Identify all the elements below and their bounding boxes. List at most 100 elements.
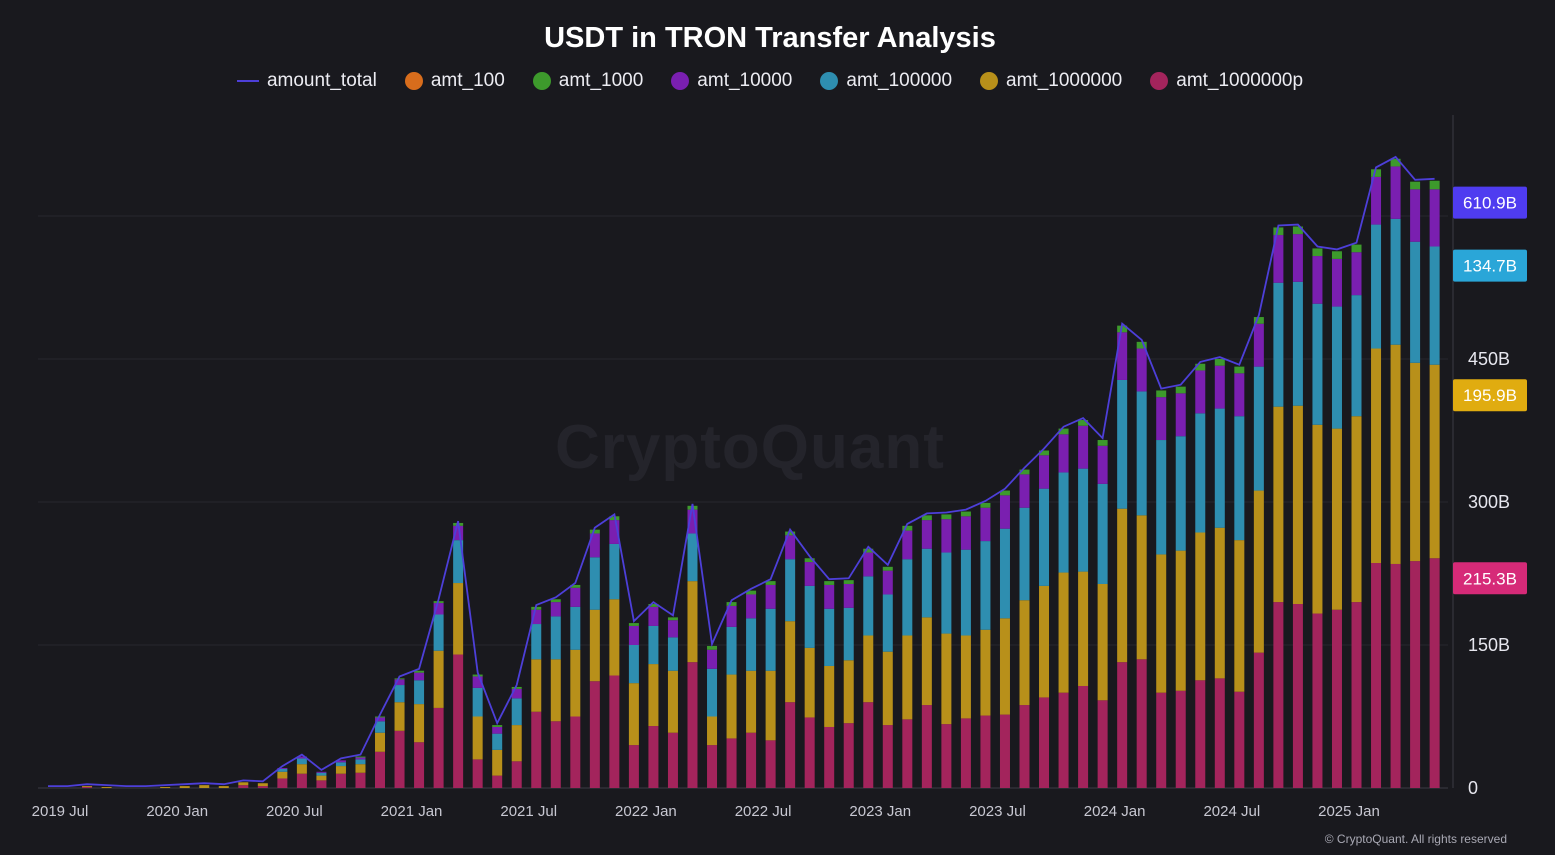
bar-segment-amt_1000000p [902, 719, 913, 788]
legend-item-amt-100000[interactable]: amt_100000 [820, 70, 952, 92]
bar-segment-amt_1000000 [765, 670, 776, 741]
bar-segment-amt_1000000p [843, 723, 854, 788]
bar-segment-amt_1000000 [570, 649, 581, 717]
bar-segment-amt_1000000 [1195, 532, 1206, 681]
bar-segment-amt_1000 [999, 490, 1010, 496]
bar-segment-amt_1000000 [1156, 554, 1167, 693]
bar-segment-amt_1000000p [1175, 690, 1186, 788]
bar-segment-amt_1000000 [882, 651, 893, 726]
x-tick-label: 2022 Jul [735, 803, 792, 820]
x-tick-label: 2021 Jul [500, 803, 557, 820]
bar-segment-amt_1000000p [453, 654, 464, 788]
bar-segment-amt_100000 [1351, 295, 1362, 417]
bar-segment-amt_100000 [453, 540, 464, 584]
value-badge-label: 195.9B [1463, 386, 1517, 405]
bar-segment-amt_1000000p [1390, 563, 1401, 788]
bar-segment-amt_10000 [277, 767, 288, 769]
bar-segment-amt_10000 [1312, 256, 1323, 304]
legend-label: amt_1000000 [1006, 70, 1123, 91]
bar-segment-amt_1000000p [667, 732, 678, 788]
bar-segment-amt_1000000p [414, 742, 425, 788]
bar-segment-amt_1000000 [335, 766, 346, 774]
bar-segment-amt_10000 [570, 587, 581, 607]
bar-segment-amt_10000 [316, 771, 327, 773]
x-tick-label: 2025 Jan [1318, 803, 1380, 820]
bar-segment-amt_100000 [1195, 413, 1206, 533]
bar-segment-amt_100000 [960, 549, 971, 636]
bar-segment-amt_1000000p [1429, 558, 1440, 788]
x-tick-label: 2024 Jul [1203, 803, 1260, 820]
bar-segment-amt_1000 [746, 590, 757, 595]
bar-segment-amt_1000000 [1273, 406, 1284, 603]
legend-item-amt-100[interactable]: amt_100 [404, 70, 505, 92]
x-tick-label: 2024 Jan [1084, 803, 1146, 820]
bar-segment-amt_100000 [433, 614, 444, 651]
bar-segment-amt_1000000 [726, 674, 737, 739]
bar-segment-amt_1000000 [1371, 348, 1382, 564]
bar-segment-amt_1000000 [863, 635, 874, 703]
bar-segment-amt_1000000 [296, 764, 307, 774]
bar-segment-amt_1000 [1429, 180, 1440, 190]
legend-item-amt-10000[interactable]: amt_10000 [671, 70, 792, 92]
bar-segment-amt_1000000p [1371, 563, 1382, 788]
bar-segment-amt_1000000p [1039, 697, 1050, 788]
bar-segment-amt_100000 [941, 552, 952, 634]
bar-segment-amt_10000 [1195, 370, 1206, 414]
bar-segment-amt_1000 [785, 531, 796, 536]
legend-item-amt-1000000p[interactable]: amt_1000000p [1150, 70, 1303, 92]
bar-segment-amt_10000 [335, 760, 346, 763]
bar-segment-amt_1000000p [1331, 609, 1342, 788]
value-badge-label: 215.3B [1463, 569, 1517, 588]
bar-segment-amt_100000 [1234, 416, 1245, 541]
bar-segment-amt_1000000 [1429, 364, 1440, 559]
legend-item-amt-1000[interactable]: amt_1000 [532, 70, 643, 92]
y-tick-label: 150B [1468, 635, 1510, 655]
bar-segment-amt_10000 [609, 520, 620, 544]
axes: 0 150B 300B 450B 2019 Jul 2020 Jan 2020 Jul 202… [32, 115, 1510, 820]
bar-segment-amt_1000 [1078, 420, 1089, 426]
bar-segment-amt_10000 [1273, 235, 1284, 283]
bar-segment-amt_1000 [804, 558, 815, 563]
bar-segment-amt_10000 [296, 756, 307, 759]
bar-segment-amt_1000 [921, 515, 932, 521]
bar-segment-amt_10000 [1331, 258, 1342, 307]
bar-segment-amt_1000000p [1312, 613, 1323, 788]
bar-segment-amt_1000000 [804, 647, 815, 718]
bar-segment-amt_10000 [472, 676, 483, 688]
bar-segment-amt_100000 [628, 645, 639, 684]
bar-segment-amt_1000 [492, 725, 503, 727]
bar-segment-amt_1000 [1390, 158, 1401, 167]
bar-segment-amt_1000000p [257, 786, 268, 788]
bar-segment-amt_1000000 [1214, 527, 1225, 679]
bar-segment-amt_1000000 [609, 599, 620, 676]
bar-segment-amt_10000 [414, 672, 425, 681]
bar-segment-amt_100000 [589, 557, 600, 610]
total-line [48, 155, 1435, 787]
bar-segment-amt_100000 [355, 759, 366, 765]
bar-segment-amt_1000000p [375, 751, 386, 788]
bar-segment-amt_10000 [1058, 434, 1069, 473]
bar-segment-amt_1000000p [960, 718, 971, 788]
bar-segment-amt_1000 [414, 670, 425, 673]
bar-segment-amt_1000000p [707, 745, 718, 788]
bar-segment-amt_1000000p [433, 707, 444, 788]
bar-segment-amt_1000000p [277, 778, 288, 788]
bar-segment-amt_100000 [1292, 281, 1303, 406]
bar-segment-amt_10000 [589, 533, 600, 558]
value-badge [1453, 186, 1527, 219]
bar-segment-amt_100000 [746, 618, 757, 671]
bar-segment-amt_10000 [492, 726, 503, 734]
bar-segment-amt_10000 [433, 603, 444, 615]
legend-dot-icon [1150, 72, 1169, 90]
value-badge [1453, 562, 1527, 595]
bar-segment-amt_10000 [394, 679, 405, 686]
bar-segment-amt_10000 [824, 584, 835, 609]
bar-segment-amt_10000 [1429, 189, 1440, 247]
legend-item-amt-1000000[interactable]: amt_1000000 [980, 70, 1122, 92]
bar-segment-amt_1000 [394, 678, 405, 680]
legend-item-amount-total[interactable]: amount_total [236, 70, 377, 92]
bar-segment-amt_1000000p [804, 717, 815, 788]
bar-segment-amt_1000 [863, 548, 874, 553]
bar-segment-amt_10000 [1175, 393, 1186, 437]
